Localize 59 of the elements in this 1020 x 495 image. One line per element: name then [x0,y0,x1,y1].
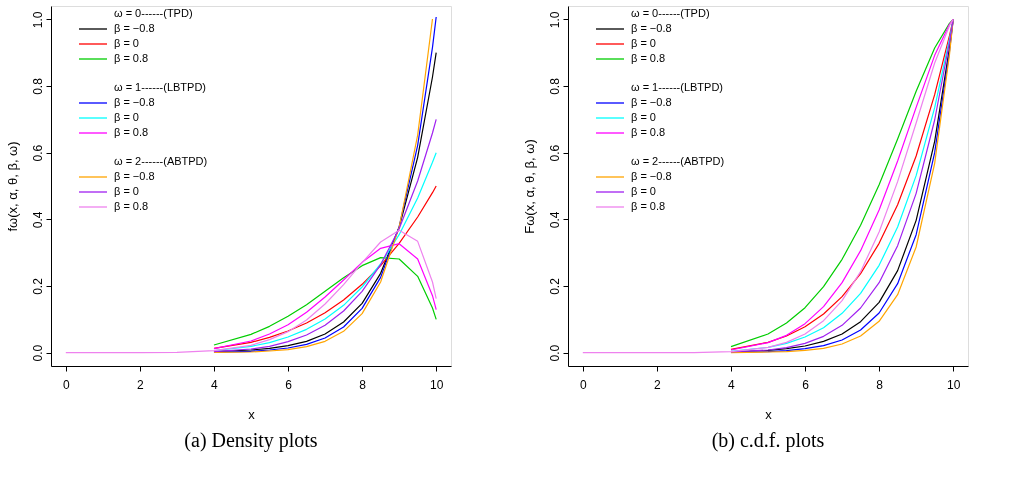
text: (a) Density plots [184,429,318,452]
x-tick-label: 10 [430,377,444,392]
legend-label: β = 0 [114,111,139,123]
y-tick-label: 0.2 [30,277,45,295]
y-tick-label: 0.6 [547,144,562,162]
legend-label: β = −0.8 [114,22,155,34]
legend-label: β = 0 [631,185,656,197]
y-tick-label: 0.4 [547,211,562,229]
legend-label: β = 0.8 [631,52,666,64]
y-tick-label: 0.4 [30,211,45,229]
x-tick-label: 8 [876,377,884,392]
x-tick-label: 0 [62,377,70,392]
x-tick-label: 10 [947,377,961,392]
y-tick-label: 0.0 [30,344,45,362]
x-tick-label: 6 [285,377,293,392]
line-series [213,185,437,349]
x-axis-title: x [765,406,773,422]
legend-label: β = 0.8 [631,126,666,138]
line-series [582,18,954,354]
legend-label: β = 0.8 [114,200,149,212]
legend-label: β = −0.8 [631,96,672,108]
y-tick-label: 0.8 [547,77,562,95]
y-tick-label: 0.6 [30,144,45,162]
x-tick-label: 4 [728,377,736,392]
legend-label: β = −0.8 [631,170,672,182]
x-tick-label: 6 [802,377,810,392]
line-series [213,257,437,346]
annotation: ω = 2------(ABTPD) [114,155,208,167]
annotation: ω = 1------(LBTPD) [631,81,724,93]
y-axis-title: fω(x, α, θ, β, ω) [4,141,20,232]
y-tick-label: 0.2 [547,277,562,295]
x-tick-label: 0 [579,377,587,392]
x-tick-label: 8 [359,377,367,392]
annotation: ω = 1------(LBTPD) [114,81,207,93]
y-tick-label: 0.8 [30,77,45,95]
x-tick-label: 2 [654,377,662,392]
legend-label: β = 0 [631,111,656,123]
x-tick-label: 4 [211,377,219,392]
legend-label: β = −0.8 [114,96,155,108]
line-series [213,243,437,350]
annotation: ω = 0------(TPD) [631,7,710,19]
y-tick-label: 1.0 [547,11,562,29]
text: (b) c.d.f. plots [711,429,825,452]
legend-label: β = 0 [114,37,139,49]
annotation: ω = 0------(TPD) [114,7,193,19]
x-axis-title: x [248,406,256,422]
legend-label: β = 0.8 [114,52,149,64]
legend-label: β = 0.8 [114,126,149,138]
y-tick-label: 0.0 [547,344,562,362]
legend-label: β = 0.8 [631,200,666,212]
y-tick-label: 1.0 [30,11,45,29]
y-axis-title: Fω(x, α, θ, β, ω) [521,139,537,234]
annotation: ω = 2------(ABTPD) [631,155,725,167]
legend-label: β = −0.8 [631,22,672,34]
line-series [65,229,437,354]
legend-label: β = 0 [114,185,139,197]
legend-label: β = −0.8 [114,170,155,182]
x-tick-label: 2 [137,377,145,392]
legend-label: β = 0 [631,37,656,49]
